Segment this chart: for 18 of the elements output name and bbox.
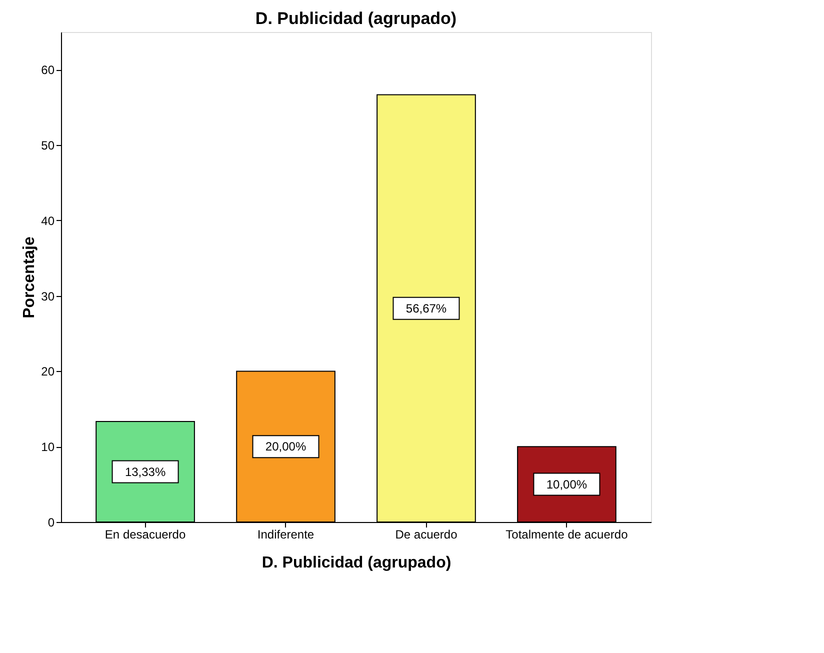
y-tick-label: 0 bbox=[48, 516, 55, 530]
x-tick-label: De acuerdo bbox=[395, 528, 458, 542]
x-tick-label: En desacuerdo bbox=[104, 528, 186, 542]
chart-title: D. Publicidad (agrupado) bbox=[255, 9, 457, 28]
x-tick-label: Indiferente bbox=[257, 528, 314, 542]
y-axis-title: Porcentaje bbox=[21, 236, 38, 318]
y-tick-label: 60 bbox=[41, 63, 55, 78]
data-label: 20,00% bbox=[265, 440, 306, 454]
y-tick-label: 10 bbox=[41, 440, 55, 454]
x-axis-title: D. Publicidad (agrupado) bbox=[262, 554, 452, 572]
data-label: 10,00% bbox=[546, 477, 588, 492]
data-label: 56,67% bbox=[406, 301, 447, 316]
y-tick-label: 40 bbox=[41, 214, 55, 228]
y-tick-label: 20 bbox=[41, 364, 55, 379]
y-tick-label: 30 bbox=[41, 289, 55, 304]
y-tick-label: 50 bbox=[41, 138, 55, 153]
x-tick-label: Totalmente de acuerdo bbox=[506, 528, 628, 542]
data-label: 13,33% bbox=[124, 464, 166, 479]
